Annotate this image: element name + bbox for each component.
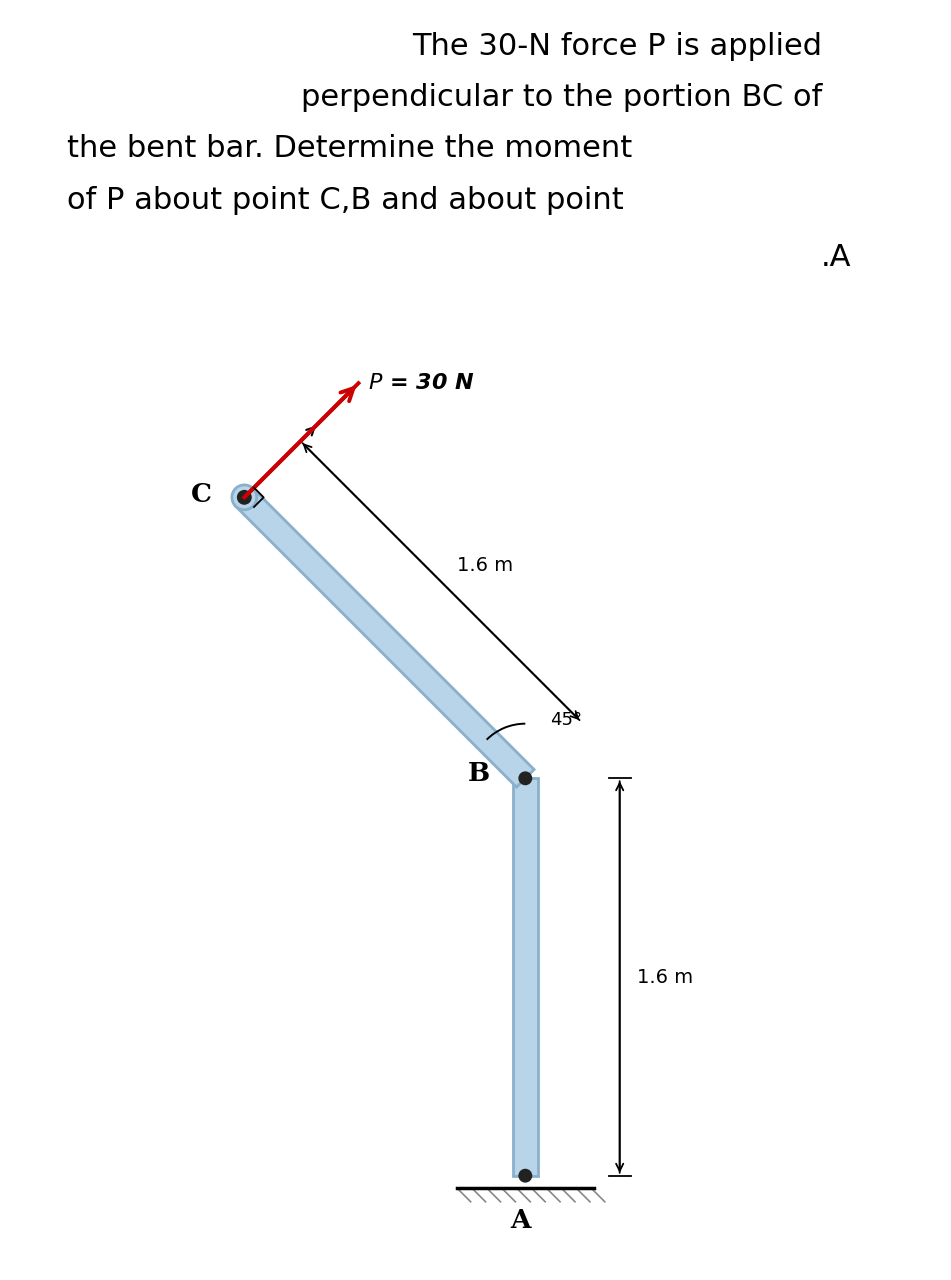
Circle shape — [232, 485, 257, 509]
Circle shape — [518, 1169, 533, 1183]
Circle shape — [237, 490, 252, 504]
Text: perpendicular to the portion BC of: perpendicular to the portion BC of — [301, 83, 823, 113]
Polygon shape — [236, 489, 534, 787]
Text: of P about point C,B and about point: of P about point C,B and about point — [67, 186, 623, 215]
Text: 1.6 m: 1.6 m — [456, 557, 513, 575]
Text: A: A — [510, 1208, 531, 1233]
Text: The 30-N force P is applied: The 30-N force P is applied — [413, 32, 823, 61]
Text: .A: .A — [821, 243, 851, 273]
Text: B: B — [468, 760, 491, 786]
Polygon shape — [513, 778, 537, 1176]
Text: C: C — [191, 483, 212, 507]
Text: 1.6 m: 1.6 m — [637, 968, 693, 987]
Circle shape — [518, 772, 533, 785]
Text: 45°: 45° — [550, 710, 582, 728]
Text: the bent bar. Determine the moment: the bent bar. Determine the moment — [67, 134, 631, 164]
Text: $P$ = 30 N: $P$ = 30 N — [368, 372, 475, 393]
